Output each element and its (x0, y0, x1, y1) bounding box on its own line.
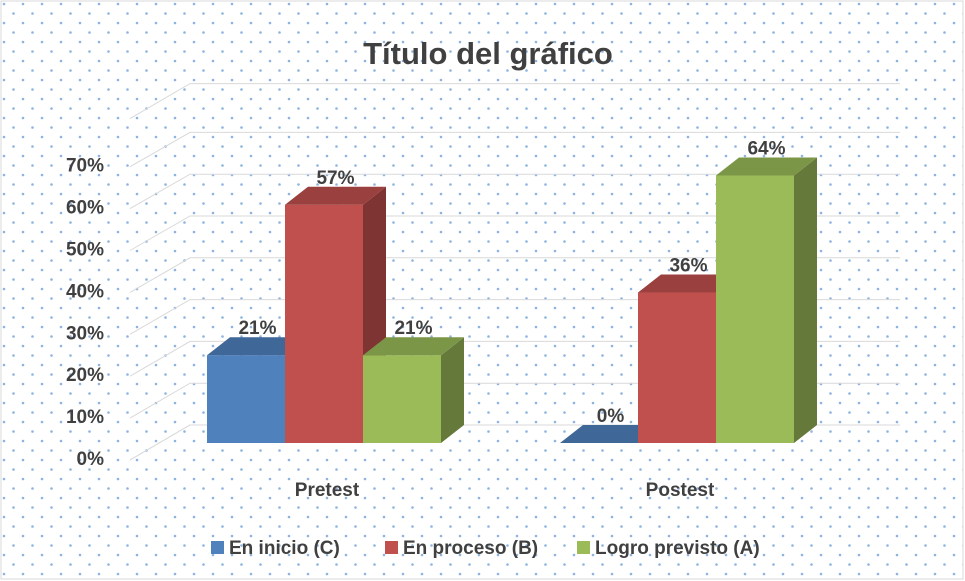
y-tick-label: 40% (66, 281, 104, 302)
x-tick-label: Pretest (295, 480, 360, 501)
y-tick-label: 0% (77, 449, 105, 470)
legend-label: Logro previsto (A) (595, 538, 760, 559)
y-tick-label: 60% (66, 198, 104, 219)
bar-top (363, 337, 464, 356)
data-label: 0% (597, 406, 625, 427)
x-tick-label: Postest (646, 480, 715, 501)
y-tick-label: 50% (66, 240, 104, 261)
legend-swatch (211, 541, 224, 554)
data-label: 21% (238, 318, 276, 339)
legend-swatch (385, 541, 398, 554)
y-tick-label: 20% (66, 365, 104, 386)
data-label: 64% (747, 138, 785, 159)
bar-front (285, 204, 363, 443)
bar-front (716, 175, 794, 444)
y-tick-label: 30% (66, 323, 104, 344)
bar-side (794, 157, 817, 444)
bar-front (638, 292, 716, 443)
grid-line (129, 131, 900, 168)
legend-swatch (577, 541, 590, 554)
bar-side (441, 337, 464, 443)
grid-line (129, 215, 900, 251)
bar-top (207, 337, 308, 356)
data-label: 36% (669, 256, 707, 277)
y-tick-label: 70% (66, 156, 104, 177)
chart-title: Título del gráfico (363, 36, 613, 71)
grid-line (129, 257, 900, 293)
bar-top (560, 425, 661, 443)
bar-top (716, 157, 817, 176)
data-label: 21% (394, 318, 432, 339)
grid-line (129, 173, 900, 210)
bar-front (363, 355, 441, 443)
bar (285, 186, 386, 444)
bar-top (285, 186, 386, 205)
y-tick-label: 10% (66, 407, 104, 428)
bar (716, 157, 817, 444)
bar (560, 425, 661, 443)
legend-label: En inicio (C) (229, 538, 340, 559)
bar-front (207, 355, 285, 443)
bar (363, 337, 464, 443)
bar-top (638, 274, 739, 293)
legend-label: En proceso (B) (403, 538, 538, 559)
wall-edge (129, 83, 900, 120)
data-label: 57% (316, 168, 354, 189)
